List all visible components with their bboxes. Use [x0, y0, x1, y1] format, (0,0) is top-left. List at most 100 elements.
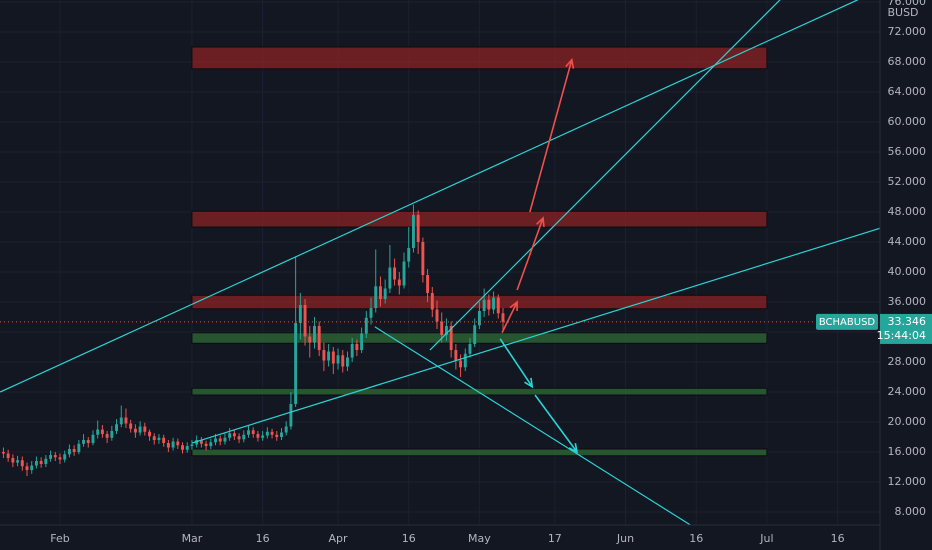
candle-body — [58, 457, 62, 460]
candle-body — [421, 242, 425, 276]
arrow — [499, 338, 534, 389]
zone — [191, 210, 768, 228]
candle-body — [143, 426, 147, 432]
candle-body — [6, 453, 10, 459]
candle-body — [256, 434, 260, 438]
candle-body — [251, 430, 255, 435]
candle-body — [152, 436, 156, 441]
candle-body — [228, 433, 232, 438]
candle-body — [67, 449, 71, 455]
candle-body — [482, 299, 486, 312]
price-label-box — [880, 313, 932, 344]
candle-body — [34, 461, 38, 466]
candle-body — [138, 426, 142, 433]
y-tick-label: 48.000 — [888, 205, 927, 218]
candle-body — [473, 325, 477, 345]
candle-body — [454, 350, 458, 361]
candle-body — [487, 299, 491, 310]
x-tick-label: Mar — [182, 532, 203, 545]
trend-line — [429, 0, 781, 351]
candle-body — [72, 449, 76, 453]
zone — [191, 46, 768, 70]
candle-body — [294, 323, 298, 405]
candle-body — [20, 460, 24, 467]
y-tick-label: 36.000 — [888, 295, 927, 308]
y-tick-label: 60.000 — [888, 115, 927, 128]
symbol-label: BCHABUSD — [819, 317, 876, 328]
candle-body — [119, 417, 123, 425]
y-tick-label: 16.000 — [888, 445, 927, 458]
candle-body — [157, 437, 161, 441]
candle-body — [440, 321, 444, 336]
candle-body — [501, 313, 505, 322]
candle-body — [162, 437, 166, 444]
axis-unit: BUSD — [887, 6, 918, 19]
candle-body — [129, 423, 133, 429]
zone — [191, 448, 768, 457]
x-tick-label: 16 — [689, 532, 703, 545]
candle-body — [374, 286, 378, 309]
y-tick-label: 28.000 — [888, 355, 927, 368]
candle-body — [39, 461, 43, 465]
candle-body — [270, 431, 274, 435]
candle-body — [11, 458, 15, 463]
y-tick-label: 8.000 — [895, 505, 927, 518]
candle-body — [100, 429, 104, 435]
candle-body — [496, 297, 500, 314]
x-tick-label: 16 — [402, 532, 416, 545]
candle-body — [298, 305, 302, 324]
arrow — [529, 58, 575, 213]
x-tick-label: 17 — [548, 532, 562, 545]
candle-body — [444, 326, 448, 336]
candle-body — [16, 460, 20, 463]
candle-body — [232, 433, 236, 437]
candle-body — [468, 344, 472, 354]
candle-body — [53, 455, 57, 458]
candle-body — [261, 435, 265, 438]
candle-body — [402, 261, 406, 286]
candle-body — [303, 305, 307, 337]
candle-body — [355, 344, 359, 351]
candle-body — [115, 424, 119, 432]
y-tick-label: 68.000 — [888, 55, 927, 68]
y-tick-label: 72.000 — [888, 25, 927, 38]
price-label: 33.346 — [888, 315, 927, 328]
candle-body — [49, 455, 53, 459]
candle-body — [1, 452, 5, 454]
candle-body — [459, 360, 463, 368]
candle-body — [397, 279, 401, 286]
y-tick-label: 24.000 — [888, 385, 927, 398]
candle-body — [91, 434, 95, 444]
candle-body — [176, 441, 180, 446]
candle-body — [275, 434, 279, 438]
x-tick-label: Apr — [329, 532, 349, 545]
candle-body — [82, 440, 86, 444]
candle-body — [388, 267, 392, 289]
x-tick-label: 16 — [256, 532, 270, 545]
candle-body — [105, 434, 109, 438]
candle-body — [407, 248, 411, 262]
x-tick-label: 16 — [831, 532, 845, 545]
candle-body — [416, 215, 420, 243]
candle-body — [237, 436, 241, 440]
symbol-label-box — [816, 313, 878, 330]
candle-body — [289, 404, 293, 427]
grid — [0, 0, 880, 525]
candle-body — [449, 326, 453, 351]
candle-body — [204, 443, 208, 447]
candle-body — [369, 308, 373, 318]
y-tick-label: 56.000 — [888, 145, 927, 158]
candle-body — [185, 446, 189, 450]
candle-body — [393, 267, 397, 280]
candle-body — [63, 454, 67, 460]
candle-body — [148, 431, 151, 437]
candle-body — [214, 438, 217, 443]
candle-body — [284, 426, 288, 433]
candle-body — [96, 429, 100, 435]
y-tick-label: 64.000 — [888, 85, 927, 98]
candle-body — [341, 355, 345, 367]
candle-body — [317, 326, 321, 351]
